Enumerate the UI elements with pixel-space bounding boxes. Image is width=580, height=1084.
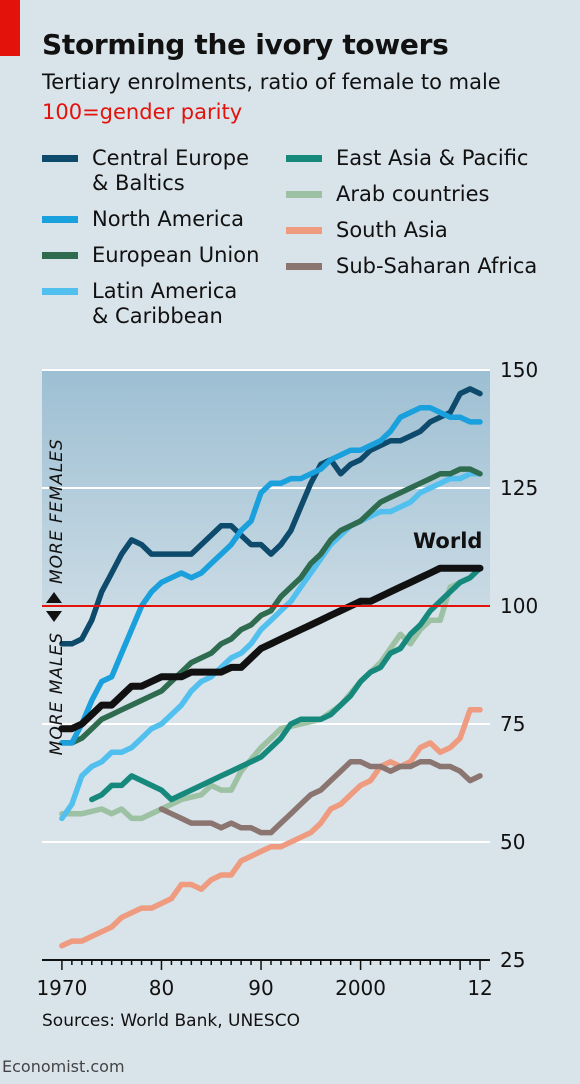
up-arrow-icon <box>46 592 62 603</box>
series-line <box>59 707 483 949</box>
y-tick-label: 100 <box>500 594 538 618</box>
y-tick-label: 125 <box>500 476 538 500</box>
y-tick-label: 150 <box>500 358 538 382</box>
line-chart: 25 50 75 100 125 150 1970 80 90 2000 12 World MORE F… <box>36 358 538 1000</box>
series-line <box>59 466 483 746</box>
legend-label-line2: & Baltics <box>92 171 185 195</box>
legend-swatch <box>42 288 78 295</box>
series-line <box>59 471 483 822</box>
legend-label: South Asia <box>336 218 448 242</box>
legend-swatch <box>286 155 322 162</box>
legend-swatch <box>42 216 78 223</box>
legend-swatch <box>286 191 322 198</box>
legend-label-line2: & Caribbean <box>92 304 223 328</box>
world-label: World <box>413 529 482 553</box>
legend-item: Sub-Saharan Africa <box>286 254 537 279</box>
series-line <box>59 565 483 822</box>
legend-swatch <box>42 252 78 259</box>
legend-label: Central Europe <box>92 146 249 170</box>
legend-item: South Asia <box>286 218 537 243</box>
legend-item: North America <box>42 207 259 232</box>
brand-tag <box>0 0 20 56</box>
legend-label: Arab countries <box>336 182 490 206</box>
legend-label: North America <box>92 207 245 231</box>
more-females-label: MORE FEMALES <box>47 438 67 584</box>
legend-label: European Union <box>92 243 260 267</box>
y-tick-label: 25 <box>500 948 525 972</box>
legend-item: European Union <box>42 243 259 268</box>
series-line <box>158 759 483 836</box>
y-tick-label: 75 <box>500 712 525 736</box>
legend-item: Arab countries <box>286 182 537 207</box>
chart-subtitle: Tertiary enrolments, ratio of female to … <box>42 70 501 94</box>
x-tick-label: 2000 <box>335 976 386 1000</box>
chart-title: Storming the ivory towers <box>42 28 449 61</box>
source-note: Sources: World Bank, UNESCO <box>42 1011 300 1031</box>
down-arrow-icon <box>46 611 62 622</box>
legend-item: East Asia & Pacific <box>286 146 537 171</box>
series-line <box>89 565 483 803</box>
legend-left: Central Europe & Baltics North America Euro… <box>42 146 259 340</box>
legend-label: East Asia & Pacific <box>336 146 529 170</box>
brand-footer: Economist.com <box>2 1057 125 1076</box>
y-tick-label: 50 <box>500 830 525 854</box>
x-tick-label: 80 <box>149 976 174 1000</box>
legend-item: Central Europe & Baltics <box>42 146 259 196</box>
x-tick-label: 1970 <box>36 976 87 1000</box>
legend-swatch <box>286 227 322 234</box>
series-line <box>58 564 484 733</box>
legend-label: Latin America <box>92 279 238 303</box>
more-males-label: MORE MALES <box>47 632 67 755</box>
x-tick-label: 90 <box>248 976 273 1000</box>
legend-item: Latin America & Caribbean <box>42 279 259 329</box>
series-line <box>59 405 483 746</box>
series-line <box>59 386 483 647</box>
legend-swatch <box>42 155 78 162</box>
legend-swatch <box>286 263 322 270</box>
parity-note: 100=gender parity <box>42 100 243 124</box>
x-tick-label: 12 <box>467 976 492 1000</box>
legend-label: Sub-Saharan Africa <box>336 254 538 278</box>
legend-right: East Asia & Pacific Arab countries South A… <box>286 146 537 290</box>
